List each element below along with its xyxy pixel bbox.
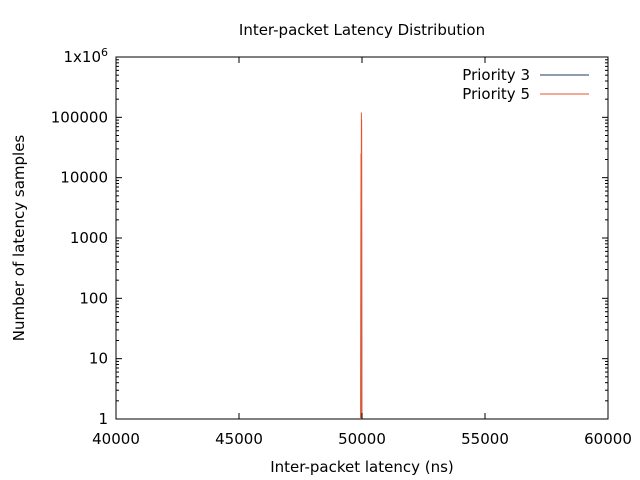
x-tick-label: 50000 — [338, 430, 386, 448]
y-tick-label: 10000 — [60, 169, 108, 187]
y-tick-label: 1x106 — [63, 46, 108, 66]
x-tick-label: 60000 — [584, 430, 632, 448]
y-tick-label: 100000 — [51, 108, 108, 126]
x-tick-label: 40000 — [92, 430, 140, 448]
y-axis-ticks: 1 10 100 1000 10000 100000 1x106 — [51, 46, 608, 428]
y-tick-label: 100 — [79, 289, 108, 307]
x-axis-label: Inter-packet latency (ns) — [270, 458, 454, 476]
x-tick-label: 45000 — [215, 430, 263, 448]
legend-label: Priority 3 — [462, 66, 530, 84]
series-layer — [360, 112, 363, 420]
y-tick-label: 10 — [89, 350, 108, 368]
y-tick-label: 1000 — [70, 229, 108, 247]
legend-label: Priority 5 — [462, 85, 530, 103]
series-line-2 — [360, 112, 363, 420]
x-axis-ticks: 40000 45000 50000 55000 60000 — [92, 57, 632, 448]
chart-title: Inter-packet Latency Distribution — [239, 21, 485, 39]
x-tick-label: 55000 — [461, 430, 509, 448]
y-tick-label: 1 — [98, 410, 108, 428]
plot-area: 40000 45000 50000 55000 60000 1 10 100 1000 1000… — [51, 46, 632, 448]
y-axis-label: Number of latency samples — [10, 135, 28, 342]
